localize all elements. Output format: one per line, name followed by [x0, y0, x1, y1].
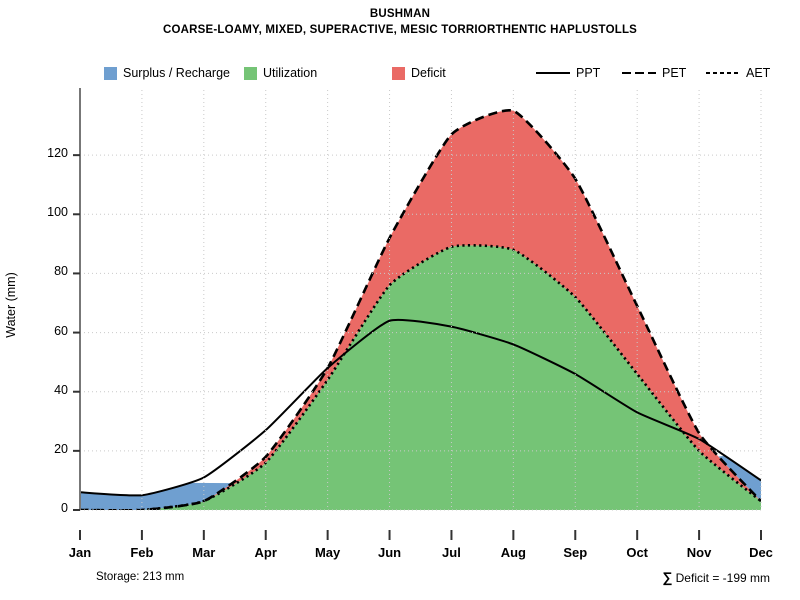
legend-item-aet: AET	[706, 66, 770, 80]
x-tick-label-oct: Oct	[626, 545, 648, 560]
dotted-line-icon	[706, 67, 740, 79]
y-tick-label: 60	[54, 323, 68, 338]
y-tick-label: 100	[47, 205, 68, 220]
utilization-swatch-icon	[244, 66, 257, 80]
x-tick-label-dec: Dec	[749, 545, 773, 560]
legend-label-deficit: Deficit	[411, 66, 446, 80]
chart-legend: Surplus / Recharge Utilization Deficit P…	[0, 66, 800, 86]
deficit-annotation: ∑ Deficit = -199 mm	[662, 569, 770, 585]
dashed-line-icon	[622, 67, 656, 79]
deficit-annotation-text: Deficit = -199 mm	[675, 571, 770, 585]
legend-label-pet: PET	[662, 66, 687, 80]
legend-label-utilization: Utilization	[263, 66, 318, 80]
x-tick-label-jun: Jun	[377, 545, 402, 560]
legend-item-surplus: Surplus / Recharge	[104, 66, 230, 80]
y-tick-label: 120	[47, 146, 68, 161]
legend-item-utilization: Utilization	[244, 66, 317, 80]
chart-title: BUSHMAN COARSE-LOAMY, MIXED, SUPERACTIVE…	[0, 6, 800, 38]
x-tick-label-may: May	[314, 545, 341, 560]
legend-label-ppt: PPT	[576, 66, 601, 80]
x-tick-label-feb: Feb	[130, 545, 154, 560]
solid-line-icon	[536, 67, 570, 79]
chart-title-line1: BUSHMAN	[369, 8, 431, 20]
x-tick-label-jan: Jan	[68, 545, 92, 560]
y-tick-label: 40	[54, 382, 68, 397]
legend-label-aet: AET	[746, 66, 771, 80]
y-tick-label: 20	[54, 441, 68, 456]
deficit-swatch-icon	[392, 66, 405, 80]
x-tick-label-sep: Sep	[563, 545, 588, 560]
x-tick-label-apr: Apr	[254, 545, 277, 560]
y-tick-label: 0	[61, 501, 68, 515]
x-tick-label-mar: Mar	[192, 545, 216, 560]
x-tick-label-nov: Nov	[686, 545, 712, 560]
y-tick-label: 80	[54, 264, 68, 279]
sigma-icon: ∑	[662, 569, 673, 585]
legend-item-deficit: Deficit	[392, 66, 446, 80]
x-tick-label-jul: Jul	[442, 545, 461, 560]
legend-item-pet: PET	[622, 66, 686, 80]
legend-label-surplus: Surplus / Recharge	[123, 66, 231, 80]
chart-title-line2: COARSE-LOAMY, MIXED, SUPERACTIVE, MESIC …	[162, 24, 638, 36]
x-tick-label-aug: Aug	[500, 545, 526, 560]
legend-item-ppt: PPT	[536, 66, 600, 80]
surplus-swatch-icon	[104, 66, 117, 80]
storage-annotation: Storage: 213 mm	[96, 571, 185, 583]
